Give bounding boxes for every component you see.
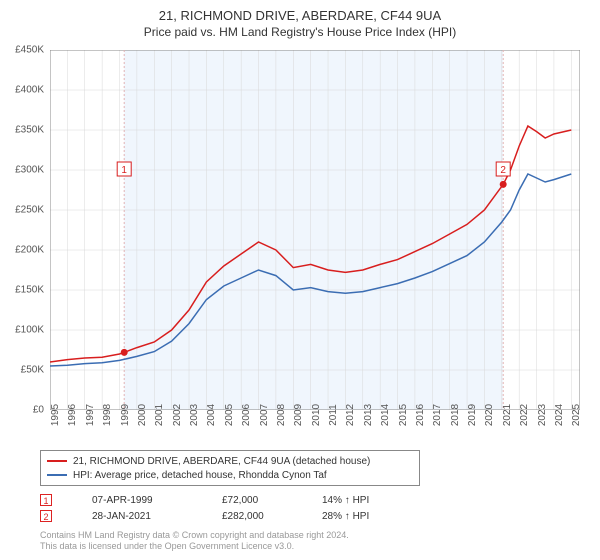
legend-label: HPI: Average price, detached house, Rhon… <box>73 470 327 481</box>
x-tick-label: 1998 <box>102 404 113 426</box>
x-tick-label: 2002 <box>172 404 183 426</box>
x-tick-label: 2019 <box>467 404 478 426</box>
transaction-price: £72,000 <box>222 495 292 506</box>
x-tick-label: 2006 <box>241 404 252 426</box>
y-tick-label: £100K <box>15 325 44 336</box>
x-tick-label: 2023 <box>537 404 548 426</box>
x-tick-label: 2017 <box>432 404 443 426</box>
x-tick-label: 2025 <box>571 404 582 426</box>
legend-row: HPI: Average price, detached house, Rhon… <box>47 468 413 482</box>
y-tick-label: £450K <box>15 45 44 56</box>
transaction-date: 28-JAN-2021 <box>92 511 192 522</box>
x-axis-labels: 1995199619971998199920002001200220032004… <box>50 412 580 452</box>
y-tick-label: £250K <box>15 205 44 216</box>
footer-line: Contains HM Land Registry data © Crown c… <box>40 530 349 541</box>
x-tick-label: 1999 <box>120 404 131 426</box>
svg-text:1: 1 <box>121 165 127 176</box>
x-tick-label: 2013 <box>363 404 374 426</box>
y-tick-label: £300K <box>15 165 44 176</box>
x-tick-label: 2011 <box>328 404 339 426</box>
x-tick-label: 2001 <box>154 404 165 426</box>
x-tick-label: 2009 <box>293 404 304 426</box>
legend-row: 21, RICHMOND DRIVE, ABERDARE, CF44 9UA (… <box>47 454 413 468</box>
transaction-price: £282,000 <box>222 511 292 522</box>
footer-line: This data is licensed under the Open Gov… <box>40 541 349 552</box>
x-tick-label: 2022 <box>519 404 530 426</box>
x-tick-label: 1995 <box>50 404 61 426</box>
x-tick-label: 2003 <box>189 404 200 426</box>
x-tick-label: 2012 <box>345 404 356 426</box>
transaction-row: 2 28-JAN-2021 £282,000 28% ↑ HPI <box>40 508 412 524</box>
transaction-marker-icon: 1 <box>40 494 52 506</box>
footer-attribution: Contains HM Land Registry data © Crown c… <box>40 530 349 552</box>
y-tick-label: £400K <box>15 85 44 96</box>
y-tick-label: £350K <box>15 125 44 136</box>
legend: 21, RICHMOND DRIVE, ABERDARE, CF44 9UA (… <box>40 450 420 486</box>
x-tick-label: 1996 <box>67 404 78 426</box>
chart-title: 21, RICHMOND DRIVE, ABERDARE, CF44 9UA <box>0 0 600 23</box>
transaction-date: 07-APR-1999 <box>92 495 192 506</box>
x-tick-label: 2007 <box>259 404 270 426</box>
x-tick-label: 2024 <box>554 404 565 426</box>
legend-swatch-icon <box>47 460 67 462</box>
y-axis-labels: £0£50K£100K£150K£200K£250K£300K£350K£400… <box>0 50 48 410</box>
transaction-row: 1 07-APR-1999 £72,000 14% ↑ HPI <box>40 492 412 508</box>
transaction-list: 1 07-APR-1999 £72,000 14% ↑ HPI 2 28-JAN… <box>40 492 412 524</box>
x-tick-label: 2018 <box>450 404 461 426</box>
chart-subtitle: Price paid vs. HM Land Registry's House … <box>0 25 600 39</box>
x-tick-label: 2016 <box>415 404 426 426</box>
x-tick-label: 2004 <box>206 404 217 426</box>
legend-swatch-icon <box>47 474 67 476</box>
y-tick-label: £0 <box>33 405 44 416</box>
y-tick-label: £50K <box>21 365 44 376</box>
x-tick-label: 1997 <box>85 404 96 426</box>
transaction-pct: 14% ↑ HPI <box>322 495 412 506</box>
y-tick-label: £150K <box>15 285 44 296</box>
legend-label: 21, RICHMOND DRIVE, ABERDARE, CF44 9UA (… <box>73 456 370 467</box>
x-tick-label: 2015 <box>398 404 409 426</box>
chart-container: 21, RICHMOND DRIVE, ABERDARE, CF44 9UA P… <box>0 0 600 560</box>
x-tick-label: 2020 <box>484 404 495 426</box>
svg-text:2: 2 <box>500 165 506 176</box>
y-tick-label: £200K <box>15 245 44 256</box>
chart-plot-area: 12 <box>50 50 580 410</box>
transaction-pct: 28% ↑ HPI <box>322 511 412 522</box>
x-tick-label: 2010 <box>311 404 322 426</box>
transaction-marker-icon: 2 <box>40 510 52 522</box>
x-tick-label: 2008 <box>276 404 287 426</box>
x-tick-label: 2014 <box>380 404 391 426</box>
x-tick-label: 2005 <box>224 404 235 426</box>
x-tick-label: 2000 <box>137 404 148 426</box>
x-tick-label: 2021 <box>502 404 513 426</box>
chart-svg: 12 <box>50 50 580 410</box>
